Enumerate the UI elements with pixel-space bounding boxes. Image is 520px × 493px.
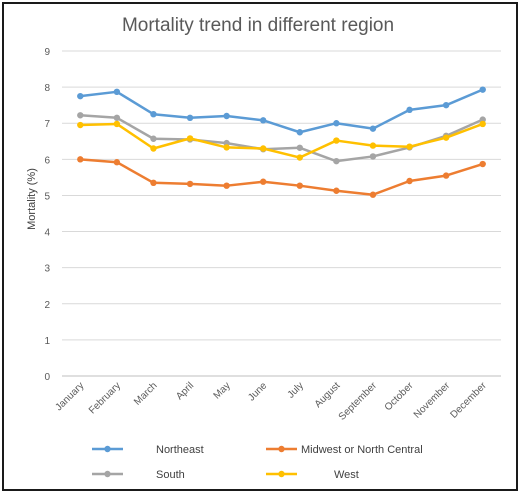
y-tick-label: 1 [44, 336, 50, 347]
mortality-line-chart: Mortality trend in different region 0 1 2 3… [26, 15, 501, 481]
data-point [77, 121, 84, 129]
data-point [113, 159, 121, 166]
data-point [113, 88, 121, 96]
y-tick-label: 8 [44, 83, 50, 94]
x-tick-labels: January February March April May June July Augu… [53, 380, 489, 423]
legend-label: West [334, 469, 359, 481]
series-midwest-or-north-central [77, 156, 486, 198]
x-tick-label: March [132, 380, 159, 407]
legend-item: Midwest or North Central [266, 444, 423, 456]
data-point [369, 153, 377, 160]
series-line [79, 158, 484, 196]
data-point [223, 144, 230, 151]
data-point [186, 135, 194, 142]
y-tick-label: 2 [44, 300, 50, 311]
x-tick-label: July [286, 380, 306, 400]
data-point [296, 129, 303, 136]
series-line [79, 88, 484, 134]
data-point [77, 112, 84, 119]
y-tick-label: 6 [44, 155, 50, 166]
x-tick-label: November [412, 380, 453, 421]
data-point [479, 160, 486, 168]
series-west [77, 120, 486, 161]
data-point [223, 182, 230, 189]
legend-item: West [266, 469, 359, 481]
legend-swatch-marker [278, 445, 285, 453]
data-point [442, 134, 450, 141]
x-tick-label: April [174, 380, 196, 402]
data-point [186, 180, 194, 188]
data-point [113, 114, 121, 122]
data-point [296, 154, 303, 161]
series-northeast [77, 86, 486, 136]
x-tick-label: January [53, 380, 86, 413]
data-point [406, 106, 413, 114]
data-point [296, 144, 303, 151]
data-point [186, 114, 194, 122]
data-point [77, 92, 84, 100]
x-tick-label: December [448, 380, 489, 421]
x-tick-label: June [246, 380, 269, 403]
data-point [150, 179, 157, 187]
data-point [479, 120, 486, 128]
y-tick-label: 5 [44, 191, 50, 202]
data-point [333, 187, 340, 194]
data-point [479, 86, 486, 93]
legend: Northeast Midwest or North Central South We… [92, 444, 423, 481]
legend-label: Northeast [156, 444, 204, 456]
legend-label: South [156, 469, 185, 481]
legend-label: Midwest or North Central [301, 444, 423, 456]
data-point [442, 172, 450, 179]
legend-swatch-marker [104, 445, 111, 453]
x-tick-label: February [87, 380, 123, 416]
data-point [223, 112, 230, 120]
legend-swatch-marker [104, 470, 111, 478]
y-tick-label: 9 [44, 47, 50, 58]
data-point [150, 110, 157, 118]
y-tick-label: 4 [44, 228, 50, 239]
legend-swatch-marker [278, 470, 285, 478]
data-point [369, 191, 377, 198]
y-tick-label: 3 [44, 264, 50, 275]
data-point [333, 137, 340, 144]
x-tick-label: August [313, 380, 343, 410]
data-point [333, 120, 340, 127]
data-point [406, 143, 413, 150]
data-point [260, 145, 267, 152]
data-point [150, 145, 157, 152]
x-tick-label: September [337, 380, 380, 423]
data-point [260, 178, 267, 185]
data-point [150, 135, 157, 142]
chart-title: Mortality trend in different region [122, 15, 394, 36]
y-tick-label: 7 [44, 119, 50, 130]
y-tick-labels: 0 1 2 3 4 5 6 7 8 9 [44, 47, 50, 383]
y-axis-label: Mortality (%) [26, 168, 38, 230]
y-tick-label: 0 [44, 372, 50, 383]
data-point [296, 182, 303, 189]
data-point [369, 142, 377, 149]
x-tick-label: May [212, 380, 233, 401]
series-lines [77, 86, 486, 198]
legend-item: Northeast [92, 444, 204, 456]
legend-item: South [92, 469, 185, 481]
data-point [77, 156, 84, 163]
data-point [260, 117, 267, 124]
data-point [442, 101, 450, 109]
data-point [113, 120, 121, 128]
x-tick-label: October [383, 380, 416, 413]
data-point [333, 157, 340, 165]
data-point [369, 125, 377, 132]
data-point [406, 177, 413, 185]
gridlines [62, 50, 501, 377]
series-line [79, 122, 484, 159]
